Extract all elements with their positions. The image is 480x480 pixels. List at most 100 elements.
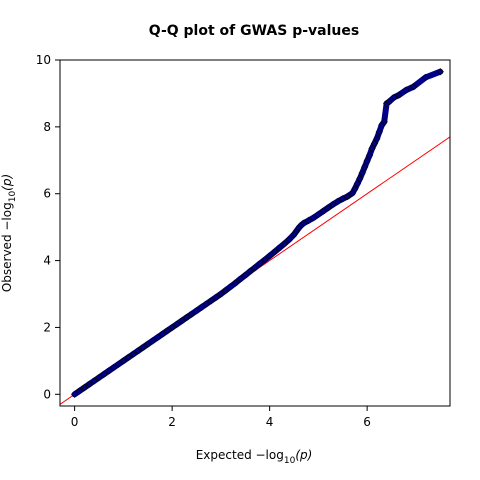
data-point	[358, 169, 366, 177]
data-point	[256, 259, 264, 268]
data-point	[241, 271, 249, 279]
x-tick-label: 0	[71, 415, 79, 429]
chart-title: Q-Q plot of GWAS p-values	[149, 23, 359, 39]
data-point	[266, 252, 274, 260]
data-point	[329, 200, 337, 209]
x-tick-label: 2	[168, 415, 176, 429]
x-tick-label: 6	[363, 415, 371, 429]
data-point	[373, 134, 381, 143]
data-point	[285, 235, 293, 244]
data-point	[280, 240, 288, 248]
data-point	[105, 367, 113, 375]
data-point	[275, 244, 283, 252]
data-point	[192, 307, 201, 315]
data-point	[158, 330, 166, 338]
data-point	[363, 157, 371, 165]
data-point	[370, 139, 379, 148]
data-point	[261, 256, 269, 264]
data-point	[422, 73, 430, 82]
data-point	[75, 387, 84, 395]
data-point	[300, 219, 308, 227]
data-point	[168, 323, 176, 332]
data-point	[119, 357, 127, 365]
data-point	[163, 327, 171, 335]
data-point	[251, 263, 259, 272]
data-point	[227, 283, 235, 291]
data-point	[144, 340, 152, 348]
data-point	[90, 377, 98, 385]
y-tick-label: 4	[43, 254, 51, 268]
x-axis-label-subscript: 10	[284, 456, 296, 466]
y-axis-label-prefix: Observed −log	[0, 202, 14, 292]
plot-area	[60, 68, 450, 405]
data-point	[339, 195, 347, 203]
data-point	[188, 310, 196, 318]
data-point	[351, 185, 359, 193]
data-point	[356, 175, 364, 183]
data-point	[212, 293, 220, 301]
data-point	[361, 163, 369, 171]
data-point	[314, 210, 322, 219]
y-axis-label-subscript: 10	[8, 191, 18, 203]
data-point	[222, 286, 230, 294]
data-point	[409, 83, 418, 91]
data-point	[402, 86, 410, 94]
data-point	[334, 197, 342, 206]
plot-frame	[59, 59, 451, 407]
data-point	[173, 320, 181, 328]
data-point	[305, 216, 313, 225]
data-point	[202, 300, 210, 308]
data-point	[153, 333, 162, 342]
data-point	[114, 360, 123, 368]
x-axis-label-prefix: Expected −log	[196, 448, 284, 462]
y-tick-label: 8	[43, 120, 51, 134]
y-axis-label: Observed −log10(p)	[0, 174, 18, 292]
data-point	[246, 267, 254, 275]
x-axis-ticks: 0 2 4 6	[71, 406, 371, 429]
data-point	[236, 275, 244, 283]
y-tick-label: 10	[36, 53, 51, 67]
data-point	[309, 214, 318, 222]
data-point	[319, 207, 327, 215]
data-point	[178, 317, 186, 325]
data-point	[270, 248, 279, 256]
data-point	[385, 98, 393, 106]
data-point	[95, 373, 103, 382]
data-points	[71, 68, 444, 398]
data-point	[197, 303, 205, 312]
data-point	[380, 118, 388, 126]
data-point	[80, 383, 88, 392]
data-point	[344, 192, 352, 201]
data-point	[395, 91, 403, 99]
y-tick-label: 0	[43, 387, 51, 401]
data-point	[324, 204, 332, 212]
y-tick-label: 6	[43, 187, 51, 201]
data-point	[353, 180, 361, 188]
x-axis-label-suffix: (p)	[295, 448, 312, 462]
data-point	[110, 363, 118, 372]
data-point	[368, 144, 376, 153]
y-axis-ticks: 0 2 4 6 8 10	[36, 53, 60, 401]
data-point	[207, 297, 215, 305]
y-tick-label: 2	[43, 320, 51, 334]
data-point	[183, 313, 191, 322]
data-point	[139, 343, 147, 352]
x-tick-label: 4	[266, 415, 274, 429]
data-point	[100, 370, 108, 378]
data-point	[217, 290, 225, 298]
data-point	[124, 353, 132, 362]
data-point	[365, 151, 374, 159]
data-point	[375, 128, 383, 136]
data-point	[231, 279, 240, 287]
data-point	[129, 350, 137, 358]
data-point	[436, 68, 444, 76]
data-point	[390, 93, 398, 102]
data-point	[71, 390, 79, 398]
x-axis-label: Expected −log10(p)	[196, 448, 313, 466]
data-point	[149, 337, 157, 345]
y-axis-label-suffix: (p)	[0, 174, 14, 191]
data-point	[134, 347, 142, 355]
data-point	[85, 380, 93, 388]
